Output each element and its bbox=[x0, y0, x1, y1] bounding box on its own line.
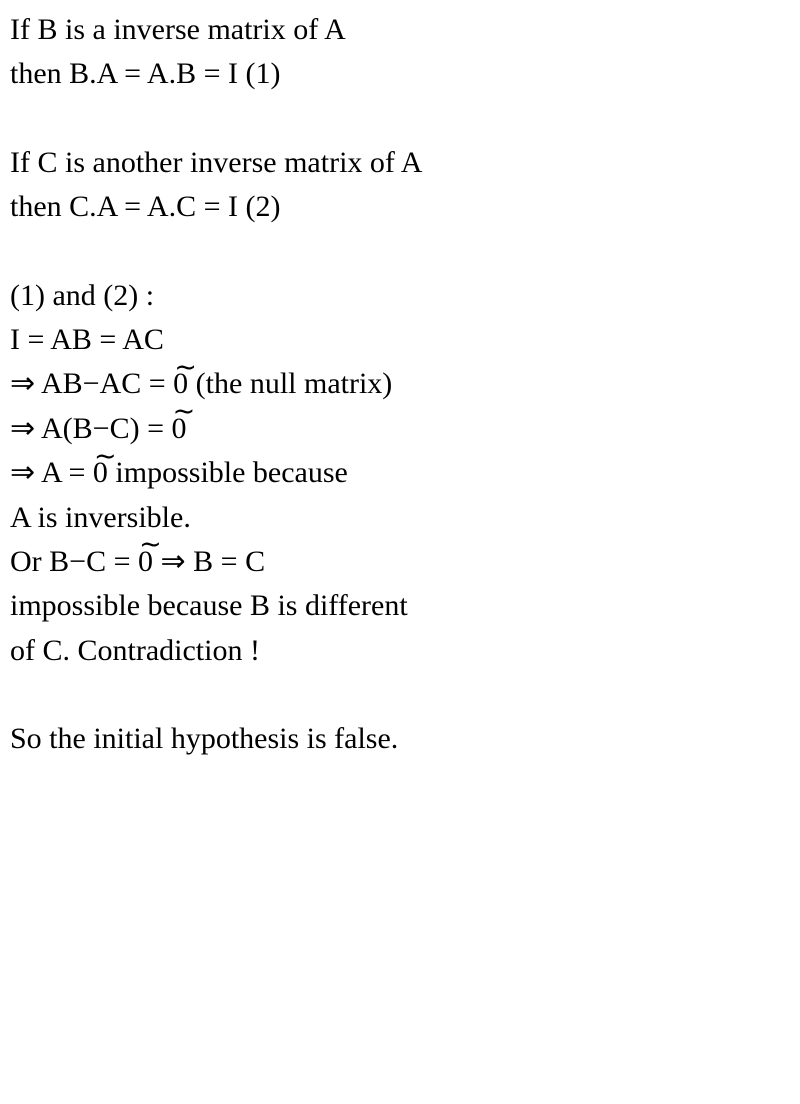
text-fragment: impossible because bbox=[108, 456, 348, 489]
text-line-14: So the initial hypothesis is false. bbox=[10, 717, 790, 761]
text-line-2: then B.A = A.B = I (1) bbox=[10, 52, 790, 96]
blank-line bbox=[10, 97, 790, 141]
text-line-6: I = AB = AC bbox=[10, 318, 790, 362]
text-line-10: A is inversible. bbox=[10, 496, 790, 540]
zero-tilde-symbol: ∼0 bbox=[171, 407, 186, 451]
text-fragment: ⇒ A = bbox=[10, 456, 93, 489]
text-line-3: If C is another inverse matrix of A bbox=[10, 141, 790, 185]
text-line-11: Or B−C = ∼0 ⇒ B = C bbox=[10, 540, 790, 584]
text-fragment: (the null matrix) bbox=[188, 367, 392, 400]
text-line-9: ⇒ A = ∼0 impossible because bbox=[10, 451, 790, 495]
tilde-icon: ∼ bbox=[173, 392, 196, 432]
zero-tilde-symbol: ∼0 bbox=[93, 451, 108, 495]
text-fragment: Or B−C = bbox=[10, 545, 138, 578]
text-fragment: ⇒ B = C bbox=[153, 545, 265, 578]
text-line-8: ⇒ A(B−C) = ∼0 bbox=[10, 407, 790, 451]
zero-tilde-symbol: ∼0 bbox=[138, 540, 153, 584]
text-fragment: ⇒ A(B−C) = bbox=[10, 412, 171, 445]
text-line-12: impossible because B is different bbox=[10, 584, 790, 628]
text-line-1: If B is a inverse matrix of A bbox=[10, 8, 790, 52]
text-line-13: of C. Contradiction ! bbox=[10, 629, 790, 673]
tilde-icon: ∼ bbox=[174, 348, 197, 388]
tilde-icon: ∼ bbox=[139, 525, 162, 565]
text-line-4: then C.A = A.C = I (2) bbox=[10, 185, 790, 229]
blank-line bbox=[10, 230, 790, 274]
text-line-7: ⇒ AB−AC = ∼0 (the null matrix) bbox=[10, 362, 790, 406]
text-fragment: ⇒ AB−AC = bbox=[10, 367, 173, 400]
text-line-5: (1) and (2) : bbox=[10, 274, 790, 318]
tilde-icon: ∼ bbox=[94, 437, 117, 477]
blank-line bbox=[10, 673, 790, 717]
